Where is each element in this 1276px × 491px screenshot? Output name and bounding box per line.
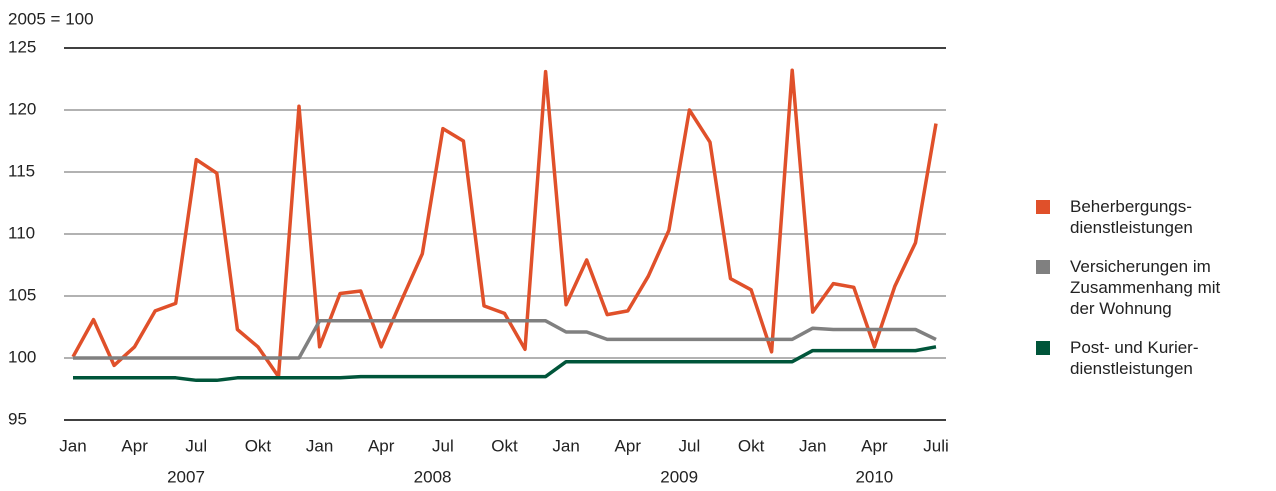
legend-swatch [1036,260,1050,274]
y-axis-label: 2005 = 100 [8,9,94,28]
x-tick-label: Okt [491,436,518,455]
year-label: 2007 [167,467,205,486]
x-tick-label: Jul [432,436,454,455]
chart: 2005 = 100 95 100 105 110 115 120 125 Jan Apr Jul… [8,9,949,486]
year-label: 2010 [855,467,893,486]
x-tick-label: Jul [185,436,207,455]
series-line [71,68,938,379]
x-tick-label: Apr [615,436,642,455]
legend-item: Versicherungen im Zusammenhang mit der W… [1036,256,1236,319]
x-tick-label: Jul [679,436,701,455]
legend-label: Beherbergungs-dienstleistungen [1070,197,1193,237]
x-tick-label: Okt [245,436,272,455]
y-tick-label: 105 [8,285,36,304]
y-tick-label: 100 [8,347,36,366]
legend-swatch [1036,341,1050,355]
y-tick-label: 120 [8,99,36,118]
series-line [73,319,937,360]
legend-item: Beherbergungs-dienstleistungen [1036,196,1236,238]
x-tick-label: Jan [59,436,86,455]
x-tick-label: Juli [923,436,949,455]
x-tick-label: Okt [738,436,765,455]
legend: Beherbergungs-dienstleistungen Versicheru… [1036,196,1236,397]
year-label: 2008 [414,467,452,486]
x-tick-label: Apr [121,436,148,455]
y-tick-label: 115 [8,161,35,180]
legend-label: Versicherungen im Zusammenhang mit der W… [1070,257,1221,318]
year-label: 2009 [660,467,698,486]
legend-swatch [1036,200,1050,214]
y-tick-label: 95 [8,409,27,428]
y-tick-label: 125 [8,37,36,56]
series-line [73,345,937,383]
x-tick-label: Apr [861,436,888,455]
y-tick-label: 110 [8,223,35,242]
legend-label: Post- und Kurier-dienstleistungen [1070,338,1199,378]
x-tick-label: Jan [799,436,826,455]
x-tick-label: Apr [368,436,395,455]
x-tick-label: Jan [552,436,579,455]
x-tick-label: Jan [306,436,333,455]
legend-item: Post- und Kurier-dienstleistungen [1036,337,1236,379]
